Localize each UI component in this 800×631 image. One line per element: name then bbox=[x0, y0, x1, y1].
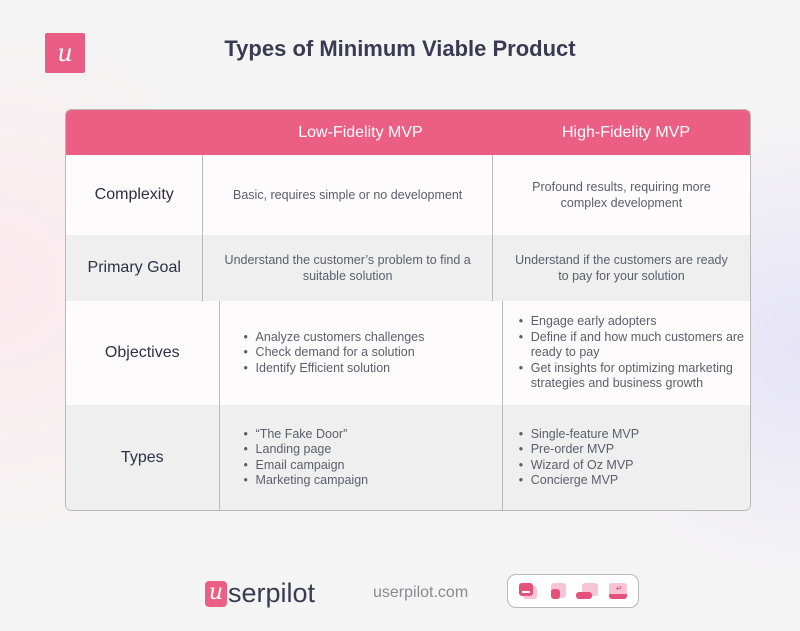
list-item: Wizard of Oz MVP bbox=[519, 458, 639, 474]
list-item: Pre-order MVP bbox=[519, 442, 639, 458]
table-row-complexity: Complexity Basic, requires simple or no … bbox=[66, 155, 750, 235]
list-item: Single-feature MVP bbox=[519, 427, 639, 443]
table-row-types: Types “The Fake Door” Landing page Email… bbox=[66, 405, 750, 510]
bullet-list: Analyze customers challenges Check deman… bbox=[220, 330, 425, 377]
list-item: Identify Efficient solution bbox=[244, 361, 425, 377]
banner-icon bbox=[519, 583, 538, 599]
header-low-fidelity: Low-Fidelity MVP bbox=[298, 123, 423, 141]
cell-high: Profound results, requiring more complex… bbox=[532, 180, 711, 210]
feature-icon-tray: ↵ bbox=[507, 574, 639, 608]
list-item: Landing page bbox=[244, 442, 369, 458]
bullet-list: “The Fake Door” Landing page Email campa… bbox=[220, 427, 369, 489]
page-title: Types of Minimum Viable Product bbox=[224, 36, 576, 61]
list-item: Check demand for a solution bbox=[244, 345, 425, 361]
row-label: Primary Goal bbox=[66, 235, 204, 301]
slideout-icon bbox=[548, 583, 566, 599]
userpilot-wordmark: u serpilot bbox=[205, 578, 315, 609]
modal-icon: ↵ bbox=[608, 583, 627, 599]
row-label: Types bbox=[66, 405, 220, 510]
row-label: Objectives bbox=[66, 301, 220, 405]
bullet-list: Single-feature MVP Pre-order MVP Wizard … bbox=[503, 427, 639, 489]
list-item: Marketing campaign bbox=[244, 473, 369, 489]
table-header: Low-Fidelity MVP High-Fidelity MVP bbox=[66, 110, 750, 155]
list-item: Email campaign bbox=[244, 458, 369, 474]
cell-high: Single-feature MVP Pre-order MVP Wizard … bbox=[503, 405, 750, 510]
list-item: Engage early adopters bbox=[519, 314, 750, 330]
list-item: Analyze customers challenges bbox=[244, 330, 425, 346]
cell-low: Understand the customer’s problem to fin… bbox=[203, 235, 493, 301]
cell-low: Basic, requires simple or no development bbox=[203, 155, 493, 235]
comparison-table: Low-Fidelity MVP High-Fidelity MVP Compl… bbox=[65, 109, 751, 511]
userpilot-logo-badge: u bbox=[45, 33, 85, 73]
wordmark-text: serpilot bbox=[228, 578, 316, 608]
header-empty-cell bbox=[66, 110, 219, 155]
list-item: Define if and how much customers are rea… bbox=[519, 330, 750, 361]
header-high-fidelity: High-Fidelity MVP bbox=[561, 123, 691, 141]
cell-high: Engage early adopters Define if and how … bbox=[503, 301, 750, 405]
cell-low: “The Fake Door” Landing page Email campa… bbox=[220, 405, 503, 510]
userpilot-u-glyph: u bbox=[205, 580, 227, 607]
row-label: Complexity bbox=[66, 155, 204, 235]
tooltip-icon bbox=[576, 583, 599, 599]
list-item: Get insights for optimizing marketing st… bbox=[519, 361, 750, 392]
list-item: “The Fake Door” bbox=[244, 427, 369, 443]
cell-low: Analyze customers challenges Check deman… bbox=[220, 301, 503, 405]
table-row-objectives: Objectives Analyze customers challenges … bbox=[66, 301, 750, 405]
bullet-list: Engage early adopters Define if and how … bbox=[503, 314, 750, 392]
list-item: Concierge MVP bbox=[519, 473, 639, 489]
table-row-primary-goal: Primary Goal Understand the customer’s p… bbox=[66, 235, 750, 301]
cell-high: Understand if the customers are ready to… bbox=[515, 253, 728, 283]
footer-url[interactable]: userpilot.com bbox=[373, 584, 469, 601]
